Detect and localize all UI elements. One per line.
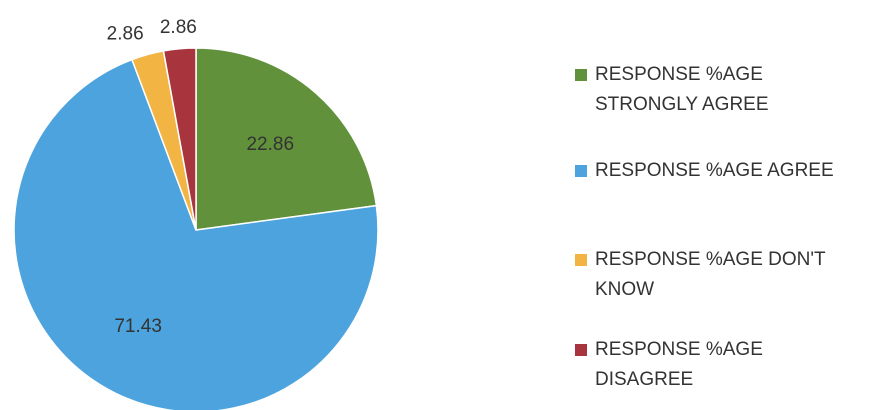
legend-swatch	[575, 344, 587, 356]
legend-entry: RESPONSE %AGE DISAGREE	[575, 335, 775, 395]
pie-slice	[195, 47, 378, 231]
data-label: 2.86	[107, 24, 144, 45]
data-label: 2.86	[160, 17, 197, 38]
data-label: 22.86	[246, 134, 294, 155]
legend-swatch	[575, 69, 587, 81]
legend-label: RESPONSE %AGE STRONGLY AGREE	[595, 64, 769, 115]
legend-swatch	[575, 165, 587, 177]
legend-entry: RESPONSE %AGE DON'T KNOW	[575, 245, 835, 305]
chart: 22.86 71.43 2.86 2.86	[13, 17, 379, 410]
legend-label: RESPONSE %AGE AGREE	[595, 160, 834, 181]
legend-entry: RESPONSE %AGE AGREE	[575, 156, 889, 186]
pie-slice	[13, 58, 379, 410]
legend-label: RESPONSE %AGE DON'T KNOW	[595, 249, 826, 300]
legend-entry: RESPONSE %AGE STRONGLY AGREE	[575, 60, 775, 120]
legend-swatch	[575, 254, 587, 266]
data-label: 71.43	[114, 316, 162, 337]
legend-label: RESPONSE %AGE DISAGREE	[595, 339, 763, 390]
pie-slice	[162, 47, 197, 231]
